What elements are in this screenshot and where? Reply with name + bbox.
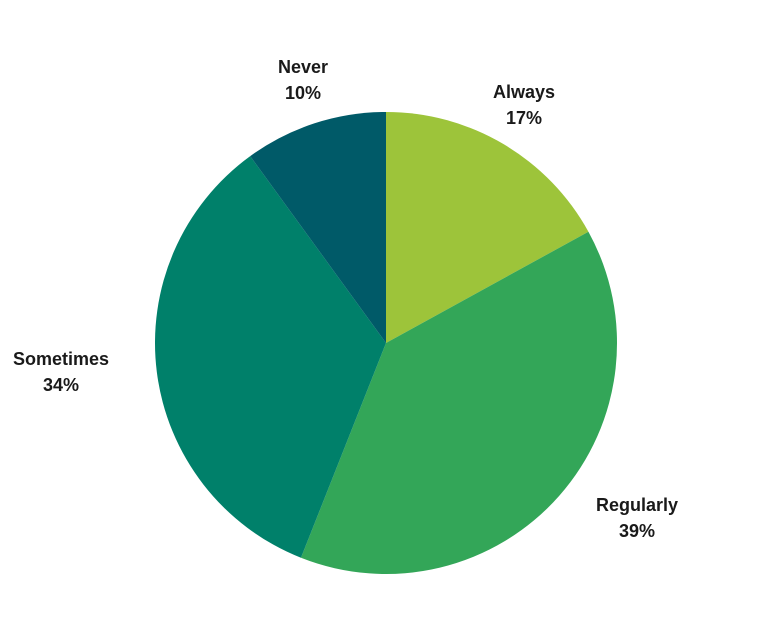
pie-slice-always — [386, 111, 589, 343]
slice-percent-sometimes: 34% — [43, 375, 79, 395]
pie-slice-regularly — [300, 231, 618, 575]
slice-label-always: Always — [493, 82, 555, 102]
slice-percent-never: 10% — [285, 83, 321, 103]
pie-slices — [154, 111, 618, 575]
slice-label-never: Never — [278, 57, 328, 77]
slice-percent-regularly: 39% — [619, 521, 655, 541]
slice-label-regularly: Regularly — [596, 495, 678, 515]
slice-label-sometimes: Sometimes — [13, 349, 109, 369]
pie-slice-sometimes — [154, 156, 386, 558]
slice-percent-always: 17% — [506, 108, 542, 128]
pie-slice-never — [250, 112, 386, 343]
pie-labels: Always 17% Regularly 39% Sometimes 34% Never 10… — [13, 57, 678, 541]
